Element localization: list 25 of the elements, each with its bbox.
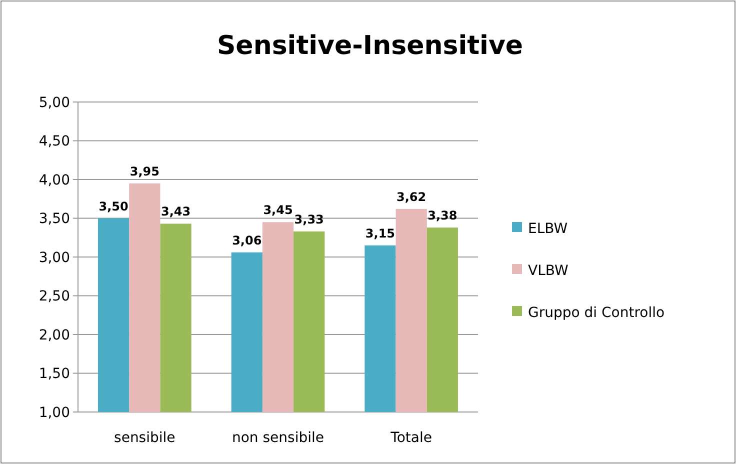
y-tick-label: 3,00 — [38, 250, 70, 266]
data-label: 3,38 — [428, 208, 458, 223]
x-tick-label: sensibile — [114, 430, 176, 446]
y-tick-label: 4,00 — [38, 172, 70, 188]
data-label: 3,33 — [294, 212, 324, 226]
y-tick-label: 5,00 — [38, 94, 70, 111]
data-label: 3,06 — [232, 233, 262, 248]
y-tick-label: 3,50 — [38, 211, 70, 228]
x-tick-label: Totale — [390, 430, 432, 446]
legend-label: VLBW — [528, 262, 568, 279]
y-tick-label: 1,00 — [38, 404, 70, 421]
y-tick-label: 1,50 — [38, 366, 70, 382]
data-label: 3,50 — [98, 199, 128, 214]
y-tick-label: 2,50 — [38, 288, 70, 305]
data-label: 3,45 — [263, 203, 293, 218]
data-label: 3,43 — [160, 204, 191, 219]
chart-title: Sensitive-Insensitive — [216, 31, 524, 61]
y-tick-label: 2,00 — [38, 327, 70, 344]
y-tick-label: 4,50 — [38, 134, 70, 150]
data-label: 3,15 — [365, 226, 396, 240]
legend-label: ELBW — [528, 220, 568, 237]
legend-label: Gruppo di Controllo — [528, 304, 665, 321]
x-tick-label: non sensibile — [232, 430, 324, 446]
data-label: 3,62 — [396, 190, 426, 204]
data-label: 3,95 — [130, 164, 160, 178]
